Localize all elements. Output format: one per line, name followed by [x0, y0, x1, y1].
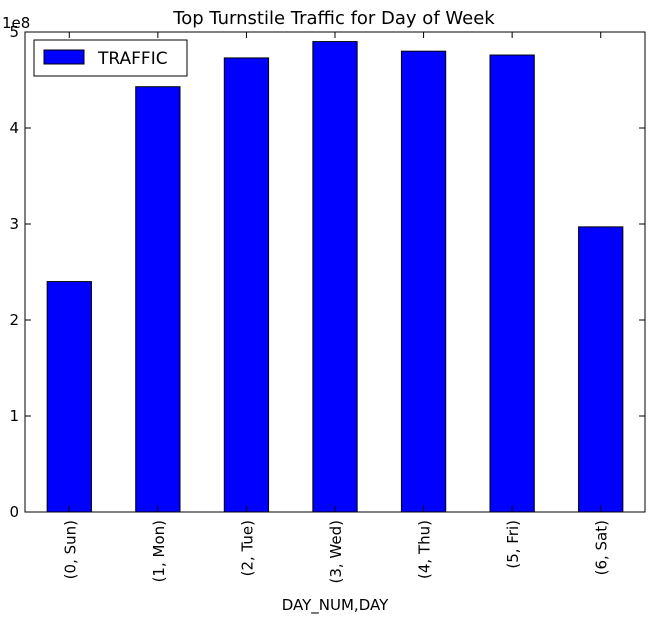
chart-title: Top Turnstile Traffic for Day of Week — [172, 8, 495, 29]
axis-ticks-layer: (0, Sun) (1, Mon) (2, Tue) (3, Wed) (4, Thu)… — [9, 23, 645, 584]
bar-4 — [400, 50, 447, 513]
x-tick-label-4: (4, Thu) — [416, 520, 434, 579]
y-tick-label-3: 3 — [9, 215, 19, 233]
x-tick-label-2: (2, Tue) — [238, 520, 256, 576]
x-tick-label-5: (5, Fri) — [504, 520, 522, 569]
legend-label-traffic: TRAFFIC — [97, 49, 168, 69]
x-tick-label-3: (3, Wed) — [327, 520, 345, 584]
y-tick-label-4: 4 — [9, 119, 19, 137]
bar-5 — [489, 54, 535, 513]
bar-1 — [135, 86, 181, 513]
x-axis-label: DAY_NUM,DAY — [282, 596, 389, 615]
y-tick-label-5: 5 — [9, 23, 19, 41]
bars-layer — [46, 41, 624, 513]
y-tick-label-0: 0 — [9, 503, 19, 521]
y-tick-label-2: 2 — [9, 311, 19, 329]
legend: TRAFFIC — [33, 39, 188, 77]
bar-2 — [223, 57, 270, 513]
x-tick-label-6: (6, Sat) — [593, 520, 611, 575]
bar-0 — [46, 281, 92, 513]
x-tick-label-1: (1, Mon) — [150, 520, 168, 582]
bar-6 — [578, 226, 624, 513]
legend-swatch-traffic — [43, 49, 85, 65]
y-tick-label-1: 1 — [9, 407, 19, 425]
bar-3 — [312, 41, 358, 513]
y-axis-offset-label: 1e8 — [2, 14, 30, 32]
x-tick-label-0: (0, Sun) — [61, 520, 79, 579]
